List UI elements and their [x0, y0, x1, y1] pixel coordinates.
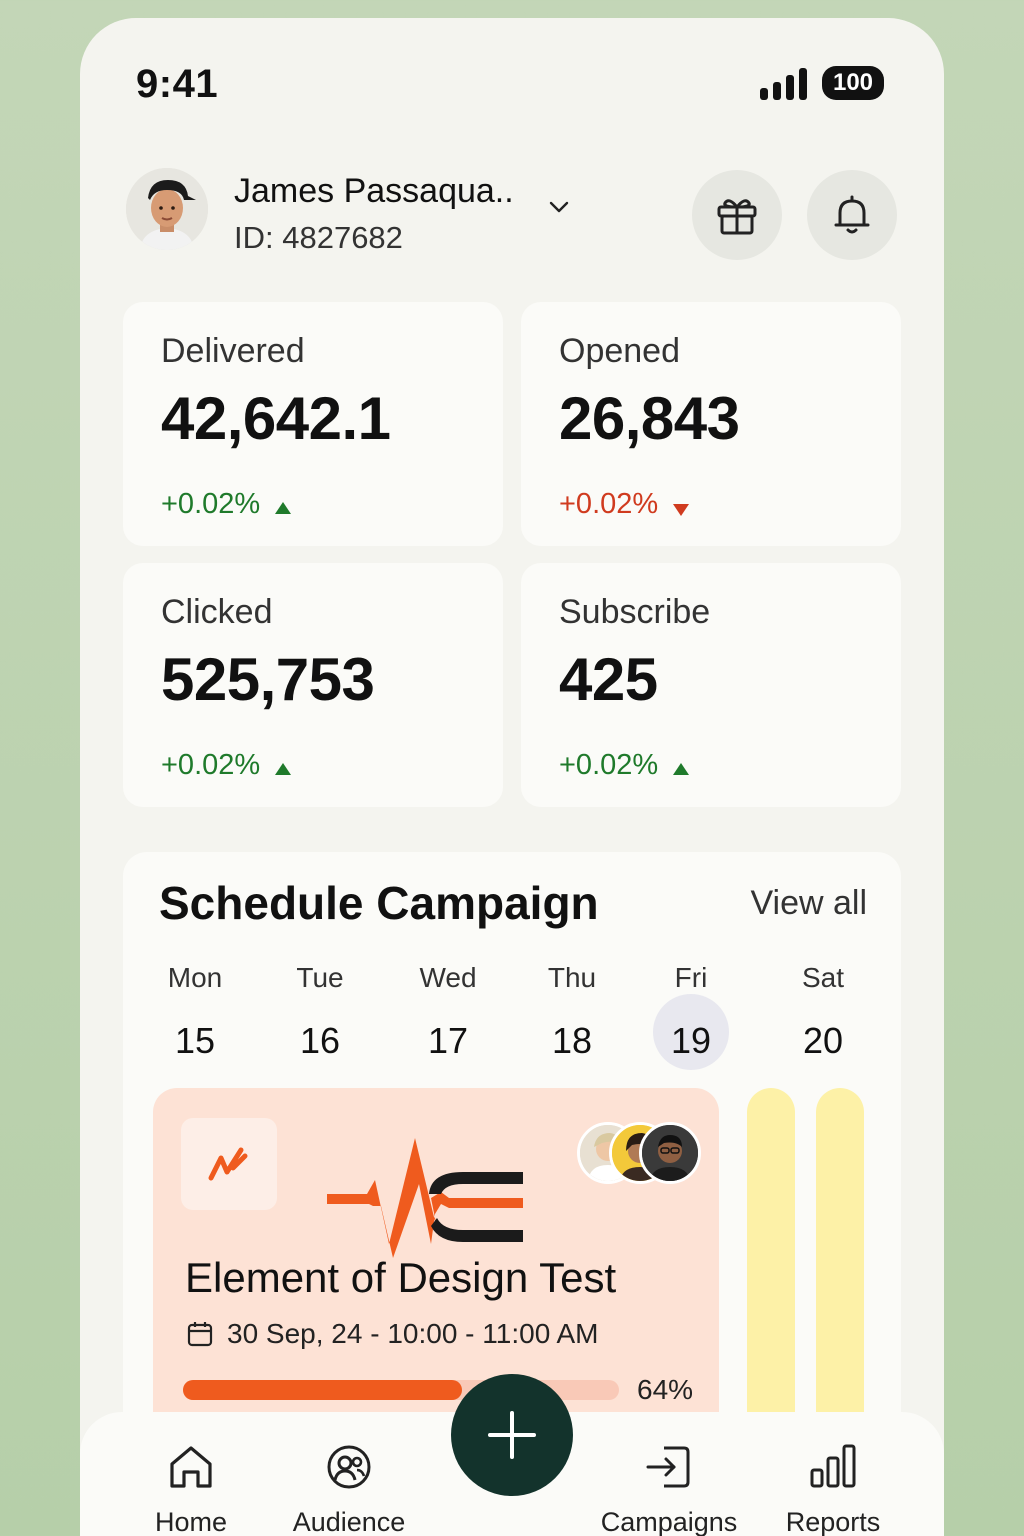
stat-card-clicked[interactable]: Clicked 525,753 +0.02% — [123, 563, 503, 807]
stat-label: Clicked — [161, 593, 273, 631]
nav-reports[interactable]: Reports — [758, 1442, 908, 1536]
section-title: Schedule Campaign — [159, 877, 599, 929]
notifications-button[interactable] — [807, 170, 897, 260]
day-name: Sat — [801, 962, 845, 993]
reports-icon — [810, 1444, 856, 1488]
chevron-down-icon[interactable] — [548, 196, 570, 218]
stat-value: 26,843 — [559, 385, 740, 452]
selected-day-highlight — [653, 994, 729, 1070]
view-all-link[interactable]: View all — [750, 884, 867, 922]
day-wed[interactable]: Wed 17 — [408, 962, 488, 1062]
day-mon[interactable]: Mon 15 — [155, 962, 235, 1062]
gift-button[interactable] — [692, 170, 782, 260]
day-thu[interactable]: Thu 18 — [532, 962, 612, 1062]
nav-label: Campaigns — [600, 1507, 738, 1536]
nav-label: Home — [154, 1507, 228, 1536]
brand-mark-logo — [327, 1138, 523, 1258]
day-number: 20 — [802, 1020, 844, 1061]
day-number: 17 — [427, 1020, 469, 1061]
campaign-progress-fill — [183, 1380, 463, 1400]
nav-home[interactable]: Home — [116, 1442, 266, 1536]
gift-icon — [717, 199, 757, 235]
day-sat[interactable]: Sat 20 — [783, 962, 863, 1062]
stat-value: 525,753 — [161, 646, 375, 713]
nav-audience[interactable]: Audience — [274, 1442, 424, 1536]
day-name: Fri — [674, 962, 708, 993]
status-time: 9:41 — [136, 62, 219, 106]
day-tue[interactable]: Tue 16 — [280, 962, 360, 1062]
stat-card-delivered[interactable]: Delivered 42,642.1 +0.02% — [123, 302, 503, 546]
user-avatar-image — [126, 168, 208, 250]
day-name: Wed — [419, 962, 477, 993]
day-name: Thu — [547, 962, 597, 993]
nav-label: Reports — [785, 1507, 881, 1536]
participant-avatar — [639, 1122, 701, 1184]
audience-icon — [327, 1445, 371, 1489]
nav-campaigns[interactable]: Campaigns — [594, 1442, 744, 1536]
battery-indicator: 100 — [822, 66, 884, 100]
trend-up-icon — [275, 502, 291, 514]
stat-label: Opened — [559, 332, 680, 370]
avatar[interactable] — [126, 168, 208, 250]
participants-avatars[interactable] — [577, 1122, 707, 1186]
user-name[interactable]: James Passaqua.. — [234, 172, 514, 210]
stat-change: +0.02% — [161, 488, 261, 520]
bell-icon — [834, 195, 870, 234]
stat-card-subscribe[interactable]: Subscribe 425 +0.02% — [521, 563, 901, 807]
trend-up-icon — [673, 763, 689, 775]
trend-down-icon — [673, 504, 689, 516]
stat-card-opened[interactable]: Opened 26,843 +0.02% — [521, 302, 901, 546]
campaign-title: Element of Design Test — [185, 1254, 617, 1301]
campaigns-icon — [646, 1446, 690, 1488]
stat-value: 425 — [559, 646, 658, 713]
stat-value: 42,642.1 — [161, 385, 391, 452]
trend-up-icon — [275, 763, 291, 775]
plus-icon — [488, 1411, 536, 1459]
stat-label: Subscribe — [559, 593, 711, 631]
day-number: 16 — [299, 1020, 341, 1061]
day-number: 15 — [174, 1020, 216, 1061]
add-campaign-button[interactable] — [451, 1374, 573, 1496]
signal-icon — [760, 68, 808, 100]
day-number: 19 — [670, 1020, 712, 1061]
campaign-logo-icon — [208, 1147, 248, 1181]
stat-label: Delivered — [161, 332, 305, 370]
campaign-date: 30 Sep, 24 - 10:00 - 11:00 AM — [227, 1318, 599, 1349]
home-icon — [170, 1446, 212, 1488]
nav-label: Audience — [292, 1507, 406, 1536]
campaign-progress-label: 64% — [637, 1374, 694, 1405]
day-number: 18 — [551, 1020, 593, 1061]
calendar-icon — [187, 1322, 213, 1347]
phone-screen: 9:41 100 James Passaqua.. ID: 4827682 — [80, 18, 944, 1536]
day-name: Tue — [296, 962, 344, 993]
user-id: ID: 4827682 — [234, 220, 403, 255]
day-name: Mon — [167, 962, 223, 993]
stat-change: +0.02% — [559, 488, 659, 520]
day-fri-selected[interactable]: Fri 19 — [651, 962, 731, 1070]
stat-change: +0.02% — [161, 749, 261, 781]
campaign-logo — [181, 1118, 277, 1210]
stat-change: +0.02% — [559, 749, 659, 781]
